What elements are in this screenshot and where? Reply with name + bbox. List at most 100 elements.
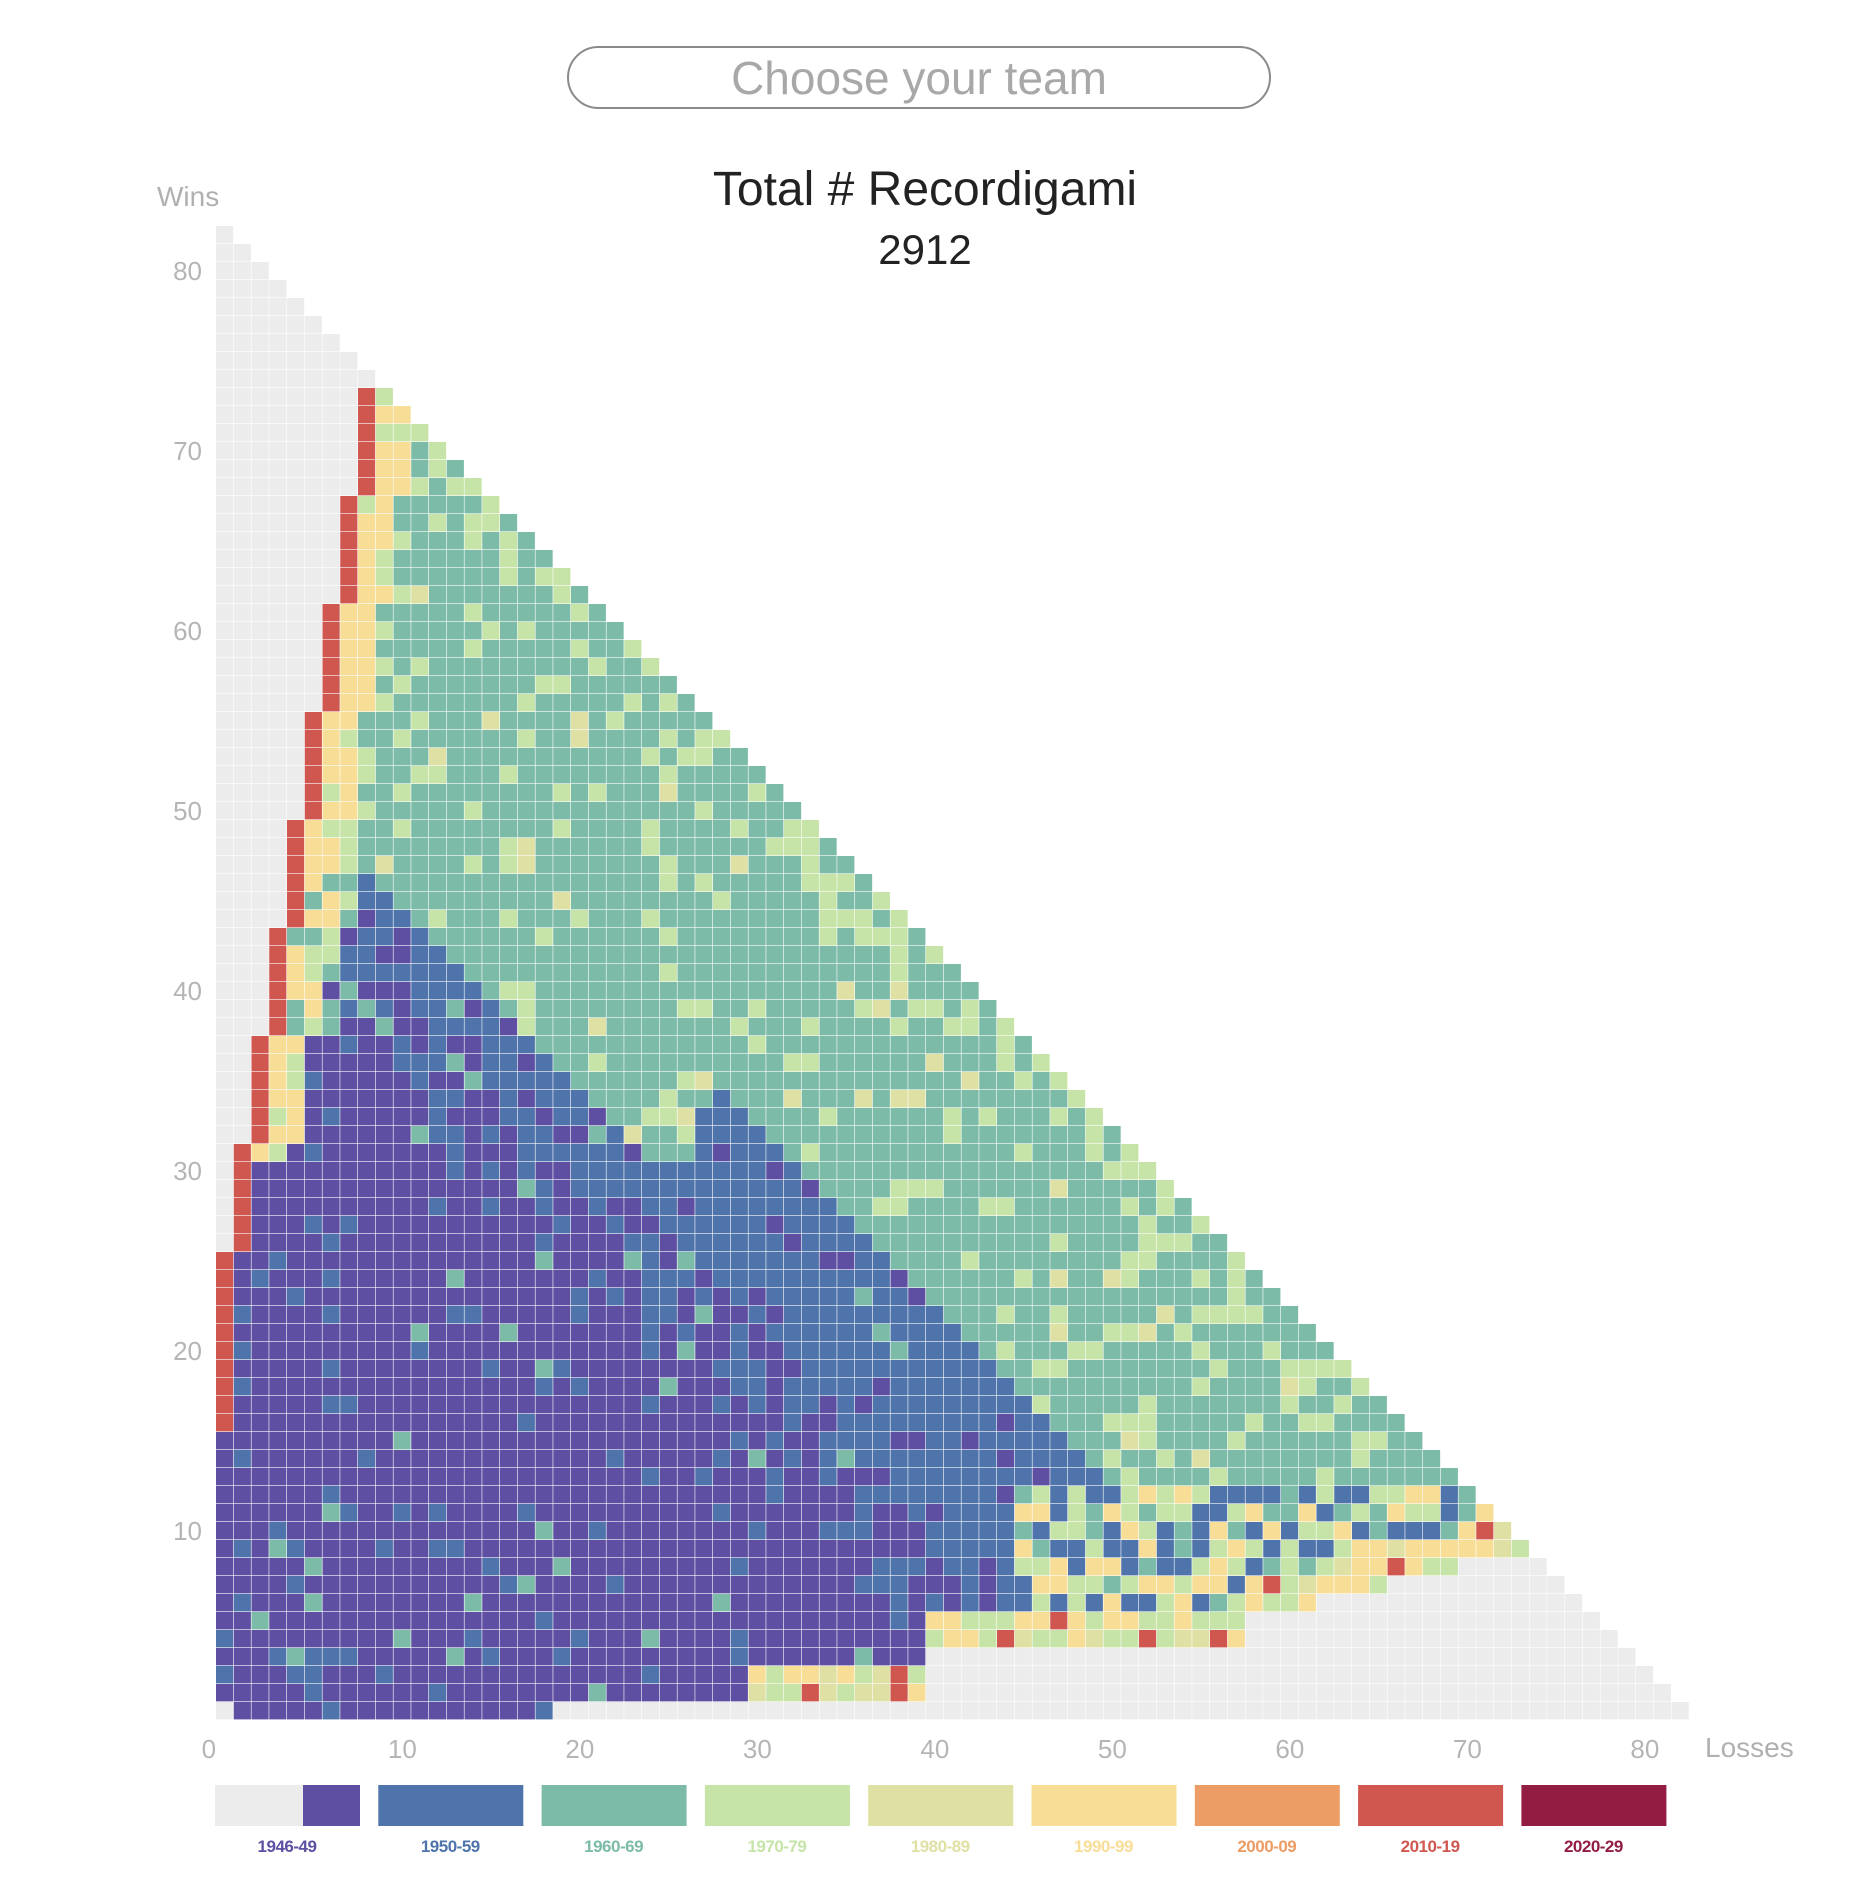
heatmap-cell[interactable] <box>730 892 748 910</box>
heatmap-cell[interactable] <box>322 1450 340 1468</box>
heatmap-cell[interactable] <box>890 1288 908 1306</box>
heatmap-cell[interactable] <box>251 352 269 370</box>
heatmap-cell[interactable] <box>269 910 287 928</box>
heatmap-cell[interactable] <box>730 946 748 964</box>
heatmap-cell[interactable] <box>926 1180 944 1198</box>
heatmap-cell[interactable] <box>1121 1522 1139 1540</box>
heatmap-cell[interactable] <box>375 1486 393 1504</box>
heatmap-cell[interactable] <box>642 964 660 982</box>
heatmap-cell[interactable] <box>606 982 624 1000</box>
heatmap-cell[interactable] <box>677 1252 695 1270</box>
heatmap-cell[interactable] <box>322 730 340 748</box>
heatmap-cell[interactable] <box>926 1198 944 1216</box>
heatmap-cell[interactable] <box>695 1684 713 1702</box>
heatmap-cell[interactable] <box>784 1252 802 1270</box>
heatmap-cell[interactable] <box>1014 1540 1032 1558</box>
heatmap-cell[interactable] <box>1050 1648 1068 1666</box>
heatmap-cell[interactable] <box>713 1360 731 1378</box>
heatmap-cell[interactable] <box>233 946 251 964</box>
heatmap-cell[interactable] <box>1085 1378 1103 1396</box>
heatmap-cell[interactable] <box>482 856 500 874</box>
heatmap-cell[interactable] <box>624 1630 642 1648</box>
heatmap-cell[interactable] <box>429 1612 447 1630</box>
heatmap-cell[interactable] <box>1050 1324 1068 1342</box>
heatmap-cell[interactable] <box>571 1612 589 1630</box>
heatmap-cell[interactable] <box>322 1648 340 1666</box>
heatmap-cell[interactable] <box>872 1162 890 1180</box>
heatmap-cell[interactable] <box>624 1108 642 1126</box>
heatmap-cell[interactable] <box>642 820 660 838</box>
heatmap-cell[interactable] <box>1369 1576 1387 1594</box>
heatmap-cell[interactable] <box>1334 1558 1352 1576</box>
heatmap-cell[interactable] <box>535 1000 553 1018</box>
heatmap-cell[interactable] <box>819 1306 837 1324</box>
heatmap-cell[interactable] <box>1210 1702 1228 1720</box>
heatmap-cell[interactable] <box>1192 1468 1210 1486</box>
heatmap-cell[interactable] <box>464 964 482 982</box>
heatmap-cell[interactable] <box>855 946 873 964</box>
heatmap-cell[interactable] <box>1121 1216 1139 1234</box>
heatmap-cell[interactable] <box>304 442 322 460</box>
heatmap-cell[interactable] <box>340 982 358 1000</box>
heatmap-cell[interactable] <box>393 532 411 550</box>
heatmap-cell[interactable] <box>375 388 393 406</box>
heatmap-cell[interactable] <box>624 1018 642 1036</box>
heatmap-cell[interactable] <box>1103 1594 1121 1612</box>
heatmap-cell[interactable] <box>606 1036 624 1054</box>
heatmap-cell[interactable] <box>659 1414 677 1432</box>
heatmap-cell[interactable] <box>997 1342 1015 1360</box>
heatmap-cell[interactable] <box>553 748 571 766</box>
heatmap-cell[interactable] <box>571 1180 589 1198</box>
heatmap-cell[interactable] <box>713 1252 731 1270</box>
heatmap-cell[interactable] <box>340 1324 358 1342</box>
heatmap-cell[interactable] <box>997 1234 1015 1252</box>
heatmap-cell[interactable] <box>233 1306 251 1324</box>
heatmap-cell[interactable] <box>287 1450 305 1468</box>
heatmap-cell[interactable] <box>606 1396 624 1414</box>
heatmap-cell[interactable] <box>251 1126 269 1144</box>
heatmap-cell[interactable] <box>926 1684 944 1702</box>
heatmap-cell[interactable] <box>251 1648 269 1666</box>
heatmap-cell[interactable] <box>890 1054 908 1072</box>
heatmap-cell[interactable] <box>908 1036 926 1054</box>
heatmap-cell[interactable] <box>429 874 447 892</box>
heatmap-cell[interactable] <box>1174 1648 1192 1666</box>
heatmap-cell[interactable] <box>642 1630 660 1648</box>
heatmap-cell[interactable] <box>358 982 376 1000</box>
heatmap-cell[interactable] <box>1369 1702 1387 1720</box>
heatmap-cell[interactable] <box>606 658 624 676</box>
heatmap-cell[interactable] <box>1050 1702 1068 1720</box>
heatmap-cell[interactable] <box>482 1522 500 1540</box>
heatmap-cell[interactable] <box>1263 1324 1281 1342</box>
heatmap-cell[interactable] <box>571 1468 589 1486</box>
heatmap-cell[interactable] <box>1050 1522 1068 1540</box>
heatmap-cell[interactable] <box>606 1306 624 1324</box>
heatmap-cell[interactable] <box>1387 1450 1405 1468</box>
heatmap-cell[interactable] <box>784 820 802 838</box>
heatmap-cell[interactable] <box>677 1540 695 1558</box>
heatmap-cell[interactable] <box>926 1090 944 1108</box>
heatmap-cell[interactable] <box>269 1504 287 1522</box>
heatmap-cell[interactable] <box>1245 1270 1263 1288</box>
heatmap-cell[interactable] <box>908 1378 926 1396</box>
heatmap-cell[interactable] <box>375 964 393 982</box>
heatmap-cell[interactable] <box>233 1216 251 1234</box>
heatmap-cell[interactable] <box>411 496 429 514</box>
heatmap-cell[interactable] <box>588 1630 606 1648</box>
heatmap-cell[interactable] <box>1085 1396 1103 1414</box>
heatmap-cell[interactable] <box>375 406 393 424</box>
heatmap-cell[interactable] <box>766 1666 784 1684</box>
heatmap-cell[interactable] <box>553 1504 571 1522</box>
heatmap-cell[interactable] <box>713 1126 731 1144</box>
heatmap-cell[interactable] <box>535 820 553 838</box>
heatmap-cell[interactable] <box>837 1396 855 1414</box>
heatmap-cell[interactable] <box>872 1216 890 1234</box>
heatmap-cell[interactable] <box>482 1702 500 1720</box>
heatmap-cell[interactable] <box>1369 1468 1387 1486</box>
heatmap-cell[interactable] <box>659 676 677 694</box>
heatmap-cell[interactable] <box>855 1252 873 1270</box>
heatmap-cell[interactable] <box>606 820 624 838</box>
heatmap-cell[interactable] <box>819 1108 837 1126</box>
heatmap-cell[interactable] <box>1139 1396 1157 1414</box>
heatmap-cell[interactable] <box>1014 1180 1032 1198</box>
